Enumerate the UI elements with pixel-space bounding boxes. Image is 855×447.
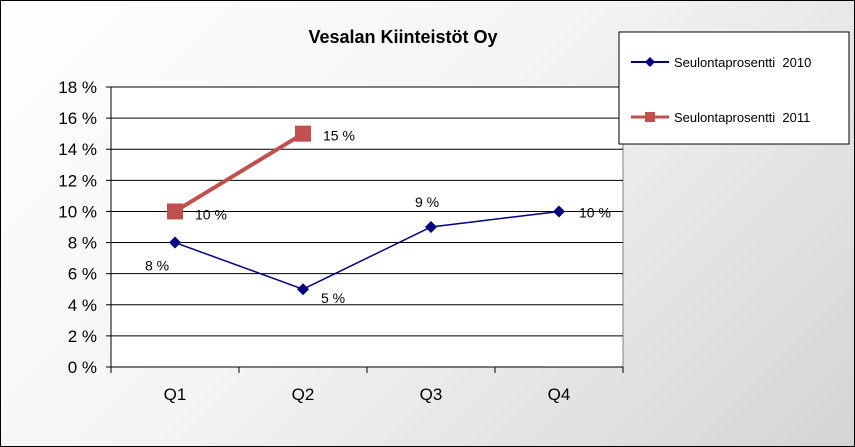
- legend-marker-2011: [645, 112, 655, 122]
- y-tick-label: 18 %: [58, 78, 97, 97]
- data-label: 5 %: [321, 290, 345, 306]
- y-tick-label: 16 %: [58, 109, 97, 128]
- legend-label-2011: Seulontaprosentti 2011: [674, 110, 810, 125]
- gridlines: [111, 86, 623, 337]
- y-tick-label: 14 %: [58, 140, 97, 159]
- chart-title: Vesalan Kiinteistöt Oy: [308, 27, 497, 47]
- y-tick-label: 10 %: [58, 202, 97, 221]
- series-layer: [167, 125, 565, 296]
- y-tick-label: 12 %: [58, 171, 97, 190]
- data-point-diamond: [169, 236, 181, 249]
- data-point-diamond: [297, 283, 309, 296]
- axes: 0 % 2 % 4 % 6 % 8 % 10 % 12 % 14 % 16 % 18 % Q1 Q2 Q…: [58, 78, 624, 404]
- series-line-1: [173, 131, 305, 214]
- data-label: 10 %: [195, 206, 227, 222]
- legend-marker-2010: [645, 57, 655, 67]
- legend-box: [618, 31, 850, 145]
- y-tick-label: 6 %: [68, 265, 97, 284]
- x-tick-label: Q2: [292, 385, 315, 404]
- data-point-diamond: [553, 205, 565, 218]
- x-tick-label: Q1: [164, 385, 187, 404]
- x-tick-label: Q3: [420, 385, 443, 404]
- y-tick-label: 0 %: [68, 358, 97, 377]
- data-labels: 8 % 5 % 9 % 10 % 10 % 15 %: [145, 128, 611, 307]
- y-tick-label: 8 %: [68, 234, 97, 253]
- legend: Seulontaprosentti 2010 Seulontaprosentti…: [618, 31, 850, 145]
- plot-area: [110, 86, 624, 368]
- x-tick-label: Q4: [548, 385, 571, 404]
- legend-label-2010: Seulontaprosentti 2010: [674, 55, 811, 70]
- data-point-square: [295, 125, 311, 142]
- series-line-0: [174, 210, 560, 291]
- data-label: 10 %: [579, 204, 611, 220]
- data-point-diamond: [425, 221, 437, 233]
- data-label: 8 %: [145, 258, 169, 274]
- data-label: 9 %: [415, 194, 439, 210]
- data-point-square: [167, 203, 183, 220]
- y-tick-label: 4 %: [68, 296, 97, 315]
- data-label: 15 %: [323, 128, 355, 144]
- y-tick-label: 2 %: [68, 327, 97, 346]
